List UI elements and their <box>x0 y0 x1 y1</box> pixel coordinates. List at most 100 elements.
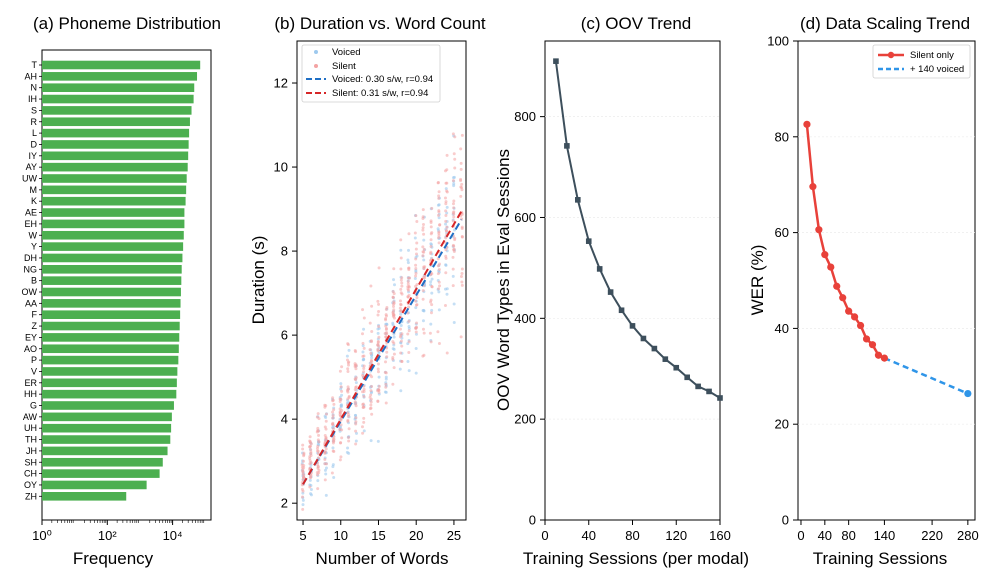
silent-point <box>460 225 464 229</box>
panel-b-ticks: 5 10 15 20 25 2 4 6 8 10 12 <box>274 76 462 543</box>
panel-d-x-label: Training Sessions <box>813 549 948 568</box>
voiced-point <box>437 216 441 220</box>
silent-point <box>384 371 388 375</box>
silent-point <box>398 327 402 331</box>
phoneme-bar <box>42 253 183 263</box>
x-tick-label: 0 <box>797 528 804 543</box>
silent-point <box>421 208 425 212</box>
y-tick-label: 80 <box>775 129 789 144</box>
phoneme-label: Z <box>32 321 38 331</box>
x-tick-label: 5 <box>299 528 306 543</box>
phoneme-label: UW <box>22 174 37 184</box>
silent-point <box>429 244 433 248</box>
voiced-point <box>354 381 358 385</box>
silent-point <box>460 271 464 275</box>
voiced-point <box>392 335 396 339</box>
silent-point <box>300 463 304 467</box>
x-tick-label: 40 <box>818 528 832 543</box>
x-tick-label: 10 <box>334 528 348 543</box>
silent-point <box>384 324 388 328</box>
phoneme-bar <box>42 128 190 138</box>
phoneme-bar <box>42 242 184 251</box>
panel-c-y-label: OOV Word Types in Eval Sessions <box>494 149 513 411</box>
silent-point <box>414 330 418 334</box>
silent-point <box>452 206 456 210</box>
silent-point <box>316 444 320 448</box>
silent-point <box>347 427 351 431</box>
panel-c-grid <box>545 116 720 420</box>
silent-point <box>444 219 448 223</box>
y-tick-label: 600 <box>514 210 536 225</box>
silent-point <box>406 279 410 283</box>
voiced-point <box>324 493 328 497</box>
silent-point <box>315 470 319 474</box>
silent-point <box>368 348 372 352</box>
voiced-point <box>421 319 425 323</box>
silent-point <box>323 405 327 409</box>
silent-only-point <box>803 120 811 128</box>
silent-point <box>453 157 457 161</box>
silent-point <box>331 439 335 443</box>
silent-point <box>399 291 403 295</box>
silent-point <box>415 303 419 307</box>
phoneme-bar <box>42 265 182 274</box>
silent-point <box>323 451 327 455</box>
silent-point <box>407 305 411 309</box>
voiced-point <box>414 371 418 375</box>
silent-point <box>406 295 410 299</box>
phoneme-label: IH <box>28 94 37 104</box>
voiced-point <box>324 415 328 419</box>
silent-point <box>346 419 350 423</box>
oov-point <box>585 238 592 244</box>
silent-point <box>444 236 448 240</box>
voiced-point <box>324 472 328 476</box>
silent-point <box>430 272 434 276</box>
phoneme-bar <box>42 378 177 388</box>
legend-silent-marker <box>314 64 318 68</box>
silent-point <box>451 179 455 183</box>
silent-point <box>452 212 456 216</box>
phoneme-label: F <box>32 310 38 320</box>
silent-point <box>451 267 455 271</box>
phoneme-label: AO <box>24 344 37 354</box>
silent-point <box>347 439 351 443</box>
x-tick-label: 80 <box>625 528 639 543</box>
silent-point <box>452 215 456 219</box>
silent-point <box>332 408 336 412</box>
silent-point <box>407 329 411 333</box>
silent-point <box>323 478 327 482</box>
silent-point <box>421 250 425 254</box>
voiced-point <box>429 322 433 326</box>
silent-point <box>308 439 312 443</box>
silent-point <box>370 304 374 308</box>
silent-point <box>453 236 457 240</box>
silent-point <box>317 417 321 421</box>
silent-point <box>444 209 448 213</box>
silent-point <box>437 233 441 237</box>
silent-point <box>452 210 456 214</box>
phoneme-bar <box>42 321 180 331</box>
silent-point <box>437 287 441 291</box>
phoneme-label: JH <box>26 446 37 456</box>
phoneme-bar <box>42 140 189 149</box>
voiced-point <box>331 446 335 450</box>
voiced-point <box>429 280 433 284</box>
legend-silent-only-marker <box>887 51 895 59</box>
silent-point <box>340 389 344 393</box>
oov-point <box>662 356 669 362</box>
phoneme-bar <box>42 117 190 127</box>
silent-point <box>421 288 425 292</box>
phoneme-label: B <box>31 276 37 286</box>
silent-point <box>376 347 380 351</box>
voiced-point <box>362 327 366 331</box>
silent-point <box>368 373 372 377</box>
silent-point <box>429 221 433 225</box>
panel-a-frame <box>41 49 212 521</box>
silent-point <box>399 287 403 291</box>
silent-point <box>302 459 306 463</box>
y-tick-label: 4 <box>281 412 288 427</box>
silent-point <box>399 351 403 355</box>
silent-point <box>460 267 464 271</box>
panel-d-title: (d) Data Scaling Trend <box>800 14 970 33</box>
silent-point <box>430 206 434 210</box>
